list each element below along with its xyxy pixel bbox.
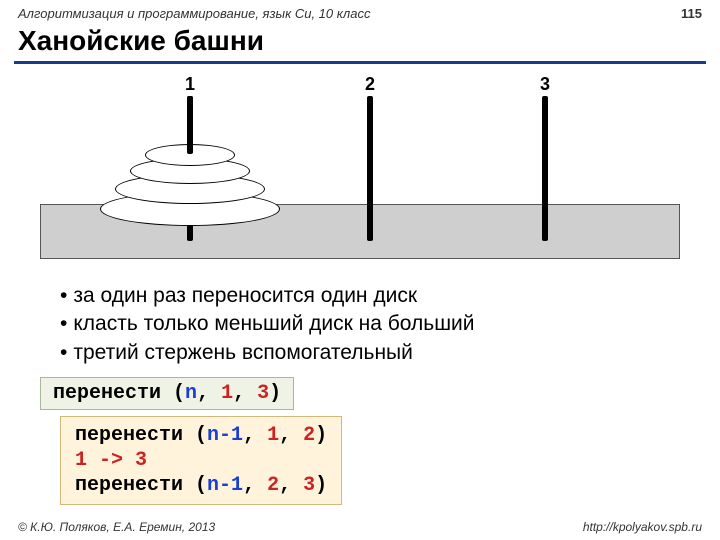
rule-item: •класть только меньший диск на больший	[60, 310, 680, 338]
peg	[542, 96, 548, 241]
peg-label: 2	[360, 74, 380, 95]
code-box-main: перенести (n, 1, 3)	[40, 377, 294, 410]
title-underline	[14, 61, 706, 64]
rule-text: третий стержень вспомогательный	[73, 339, 413, 367]
rules-list: •за один раз переносится один диск •клас…	[60, 282, 680, 367]
page-number: 115	[681, 6, 702, 21]
rule-text: за один раз переносится один диск	[73, 282, 417, 310]
code-line: перенести (n-1, 1, 2)	[75, 423, 327, 448]
header-bar: Алгоритмизация и программирование, язык …	[0, 0, 720, 23]
arg-n: n	[185, 382, 197, 405]
peg-label: 1	[180, 74, 200, 95]
course-label: Алгоритмизация и программирование, язык …	[18, 6, 370, 21]
code-box-recursive: перенести (n-1, 1, 2) 1 -> 3 перенести (…	[60, 416, 342, 505]
fn-name: перенести	[53, 382, 161, 405]
footer: © К.Ю. Поляков, Е.А. Еремин, 2013 http:/…	[0, 520, 720, 534]
footer-url[interactable]: http://kpolyakov.spb.ru	[583, 520, 702, 534]
code-line: перенести (n-1, 2, 3)	[75, 473, 327, 498]
peg-label: 3	[535, 74, 555, 95]
arg-from: 1	[221, 382, 233, 405]
hanoi-diagram: 1 2 3	[40, 74, 680, 264]
code-line: 1 -> 3	[75, 448, 327, 473]
peg	[367, 96, 373, 241]
arg-to: 3	[257, 382, 269, 405]
peg-top	[187, 96, 193, 154]
rule-text: класть только меньший диск на больший	[73, 310, 474, 338]
rule-item: •третий стержень вспомогательный	[60, 339, 680, 367]
copyright: © К.Ю. Поляков, Е.А. Еремин, 2013	[18, 520, 215, 534]
page-title: Ханойские башни	[0, 23, 720, 61]
rule-item: •за один раз переносится один диск	[60, 282, 680, 310]
